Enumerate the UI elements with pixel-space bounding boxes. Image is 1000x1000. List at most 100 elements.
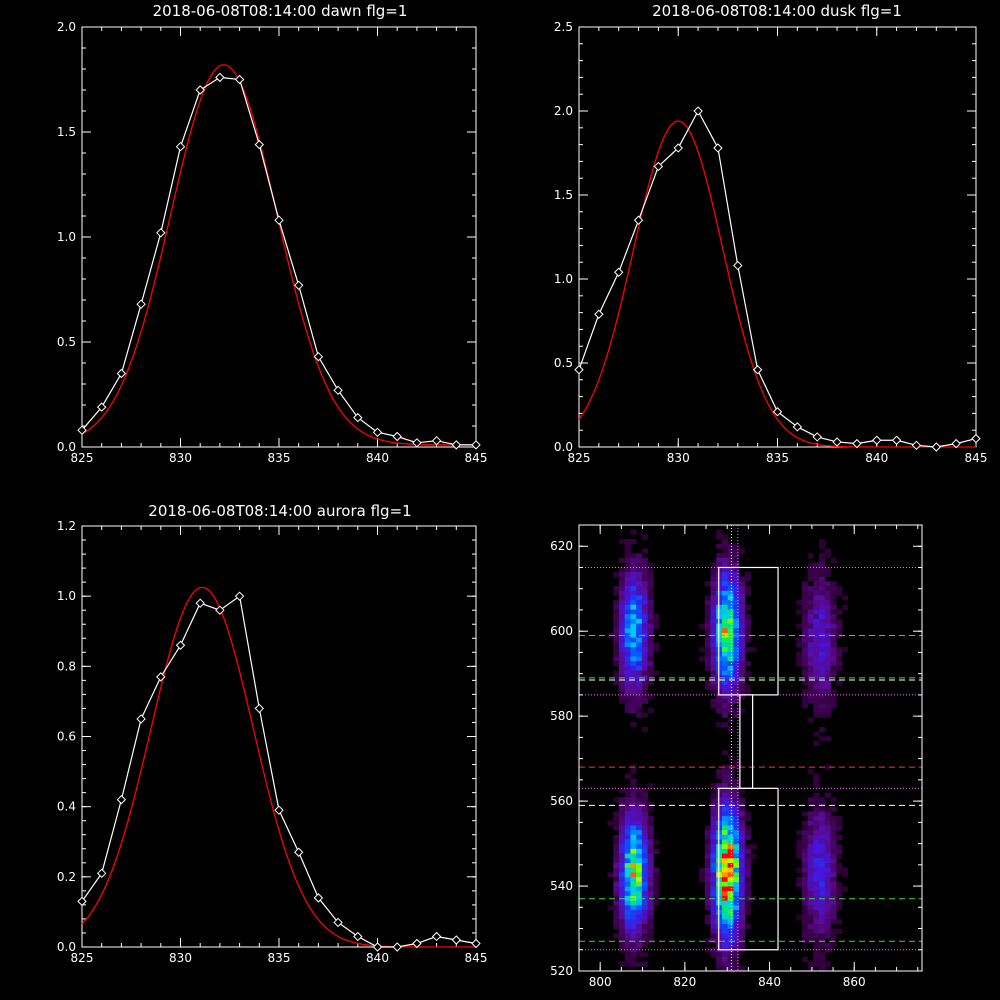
heatmap-cell bbox=[836, 848, 843, 855]
heatmap-cell bbox=[636, 628, 643, 634]
heatmap-cell bbox=[807, 966, 814, 972]
dusk-data-point bbox=[931, 442, 942, 452]
heatmap-cell bbox=[647, 618, 654, 624]
heatmap-cell bbox=[739, 881, 746, 887]
heatmap-cell bbox=[836, 900, 843, 906]
heatmap-cell bbox=[739, 914, 746, 920]
heatmap-cell bbox=[704, 642, 711, 648]
heatmap-cell bbox=[813, 933, 820, 939]
heatmap-cell bbox=[641, 952, 648, 958]
heatmap-cell bbox=[721, 801, 729, 808]
heatmap-cell bbox=[739, 670, 746, 676]
heatmap-cell bbox=[641, 684, 648, 690]
dusk-data-point bbox=[752, 365, 763, 375]
heatmap-cell bbox=[824, 830, 831, 836]
dusk-y-tick-label: 2.5 bbox=[554, 20, 573, 34]
heatmap-cell bbox=[630, 623, 637, 629]
heatmap-cell bbox=[613, 647, 620, 653]
heatmap-cell bbox=[819, 844, 826, 850]
heatmap-cell bbox=[739, 797, 746, 803]
heatmap-cell bbox=[636, 651, 643, 657]
dusk-data-point bbox=[653, 161, 664, 172]
heatmap-cell bbox=[819, 586, 826, 592]
heatmap-cell bbox=[824, 609, 831, 615]
heatmap-cell bbox=[733, 891, 740, 897]
heatmap-cell bbox=[607, 872, 614, 878]
heatmap-cell bbox=[613, 858, 620, 864]
heatmap-cell bbox=[830, 618, 837, 624]
heatmap-cell bbox=[647, 665, 654, 671]
heatmap-cell bbox=[630, 933, 637, 939]
heatmap-cell bbox=[819, 694, 826, 700]
heatmap-cell bbox=[624, 562, 631, 568]
heatmap-cell bbox=[727, 689, 734, 695]
heatmap-cell bbox=[824, 919, 831, 925]
heatmap-cell bbox=[630, 825, 637, 831]
heatmap-cell bbox=[801, 891, 809, 897]
heatmap-cell bbox=[630, 834, 637, 840]
heatmap-cell bbox=[813, 830, 820, 836]
heatmap-cell bbox=[813, 961, 820, 967]
heatmap-cell bbox=[733, 600, 740, 606]
heatmap-cell bbox=[739, 609, 746, 615]
heatmap-cell bbox=[721, 670, 729, 676]
heatmap-cell bbox=[830, 797, 837, 803]
heatmap-cell bbox=[641, 909, 648, 916]
heatmap-cell bbox=[624, 539, 631, 545]
heatmap-cell bbox=[613, 628, 620, 634]
heatmap-cell bbox=[819, 905, 826, 911]
heatmap-cell bbox=[727, 924, 734, 930]
heatmap-cell bbox=[721, 778, 729, 784]
heatmap-cell bbox=[641, 698, 648, 704]
heatmap-cell bbox=[739, 933, 746, 939]
heatmap-cell bbox=[801, 909, 809, 916]
heatmap-cell bbox=[744, 825, 751, 831]
heatmap-cell bbox=[796, 637, 803, 643]
heatmap-cell bbox=[647, 900, 654, 906]
heatmap-cell bbox=[641, 792, 648, 798]
heatmap-cell bbox=[824, 670, 831, 676]
heatmap-cell bbox=[807, 924, 814, 930]
heatmap-cell bbox=[613, 825, 620, 831]
heatmap-cell bbox=[813, 773, 820, 779]
heatmap-cell bbox=[636, 647, 643, 653]
heatmap-cell bbox=[721, 708, 729, 714]
heatmap-cell bbox=[813, 661, 820, 667]
heatmap-cell bbox=[819, 595, 826, 601]
heatmap-cell bbox=[630, 797, 637, 803]
aurora-data-point bbox=[353, 931, 363, 942]
aurora-y-tick-label: 0.8 bbox=[57, 659, 76, 673]
heatmap-cell bbox=[636, 891, 643, 897]
heatmap-cell bbox=[733, 684, 740, 690]
heatmap-cell bbox=[824, 647, 831, 653]
heatmap-cell bbox=[613, 891, 620, 897]
heatmap-cell bbox=[636, 581, 643, 587]
heatmap-cell bbox=[733, 961, 740, 967]
heatmap-cell bbox=[739, 909, 746, 916]
heatmap-cell bbox=[710, 604, 717, 610]
heatmap-cell bbox=[624, 872, 631, 878]
heatmap-cell bbox=[836, 661, 843, 667]
heatmap-cell bbox=[733, 759, 740, 765]
heatmap-cell bbox=[636, 924, 643, 930]
heatmap-cell bbox=[630, 689, 637, 695]
heatmap-cell bbox=[807, 834, 814, 840]
heatmap-cell bbox=[704, 623, 711, 629]
heatmap-cell bbox=[819, 609, 826, 615]
heatmap-cell bbox=[630, 787, 637, 793]
heatmap-cell bbox=[630, 881, 637, 887]
heatmap-cell bbox=[807, 909, 814, 916]
heatmap-cell bbox=[727, 872, 734, 878]
heatmap-cell bbox=[796, 881, 803, 887]
heatmap-cell bbox=[641, 863, 648, 869]
heatmap-cell bbox=[727, 717, 734, 723]
heatmap-cell bbox=[807, 562, 814, 568]
heatmap-cell bbox=[624, 797, 631, 803]
dawn-data-point bbox=[215, 72, 225, 83]
heatmap-cell bbox=[624, 839, 631, 845]
heatmap-cell bbox=[824, 553, 831, 559]
heatmap-cell bbox=[647, 905, 654, 911]
heatmap-cell bbox=[819, 834, 826, 840]
heatmap-cell bbox=[613, 637, 620, 643]
heatmap-cell bbox=[819, 670, 826, 676]
